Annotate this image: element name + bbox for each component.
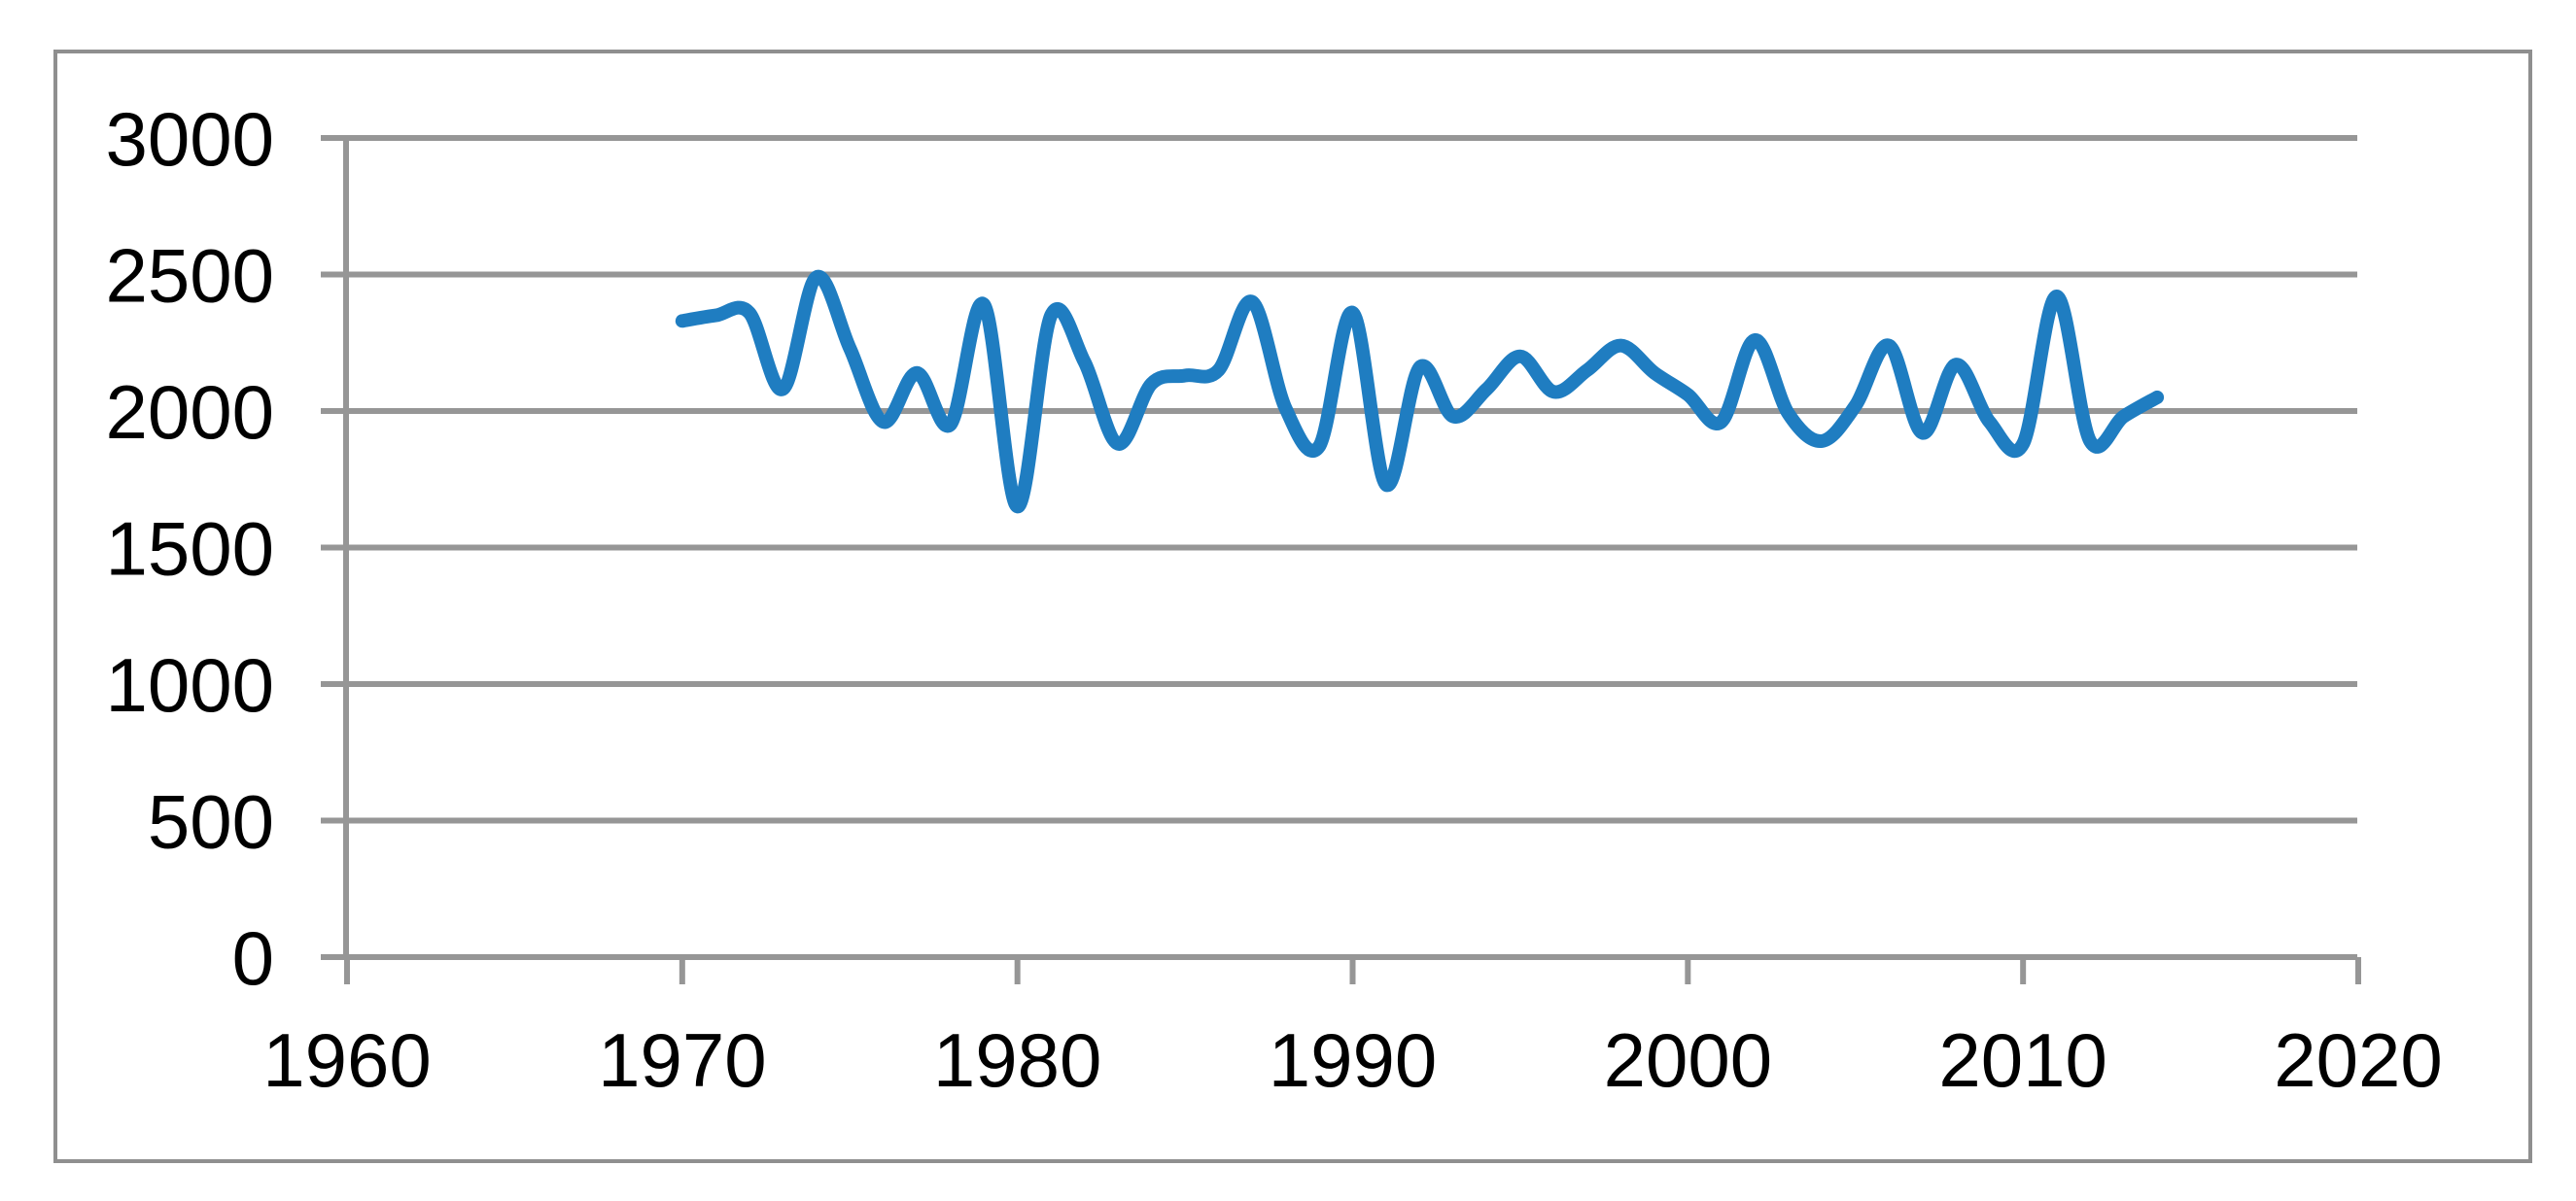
y-tick-label: 2000	[105, 369, 274, 455]
y-tick-label: 0	[232, 915, 274, 1001]
x-tick-label: 1970	[598, 1017, 767, 1103]
y-tick-label: 500	[148, 779, 274, 865]
y-tick-label: 1500	[105, 506, 274, 592]
y-tick-label: 1000	[105, 642, 274, 728]
data-series-line	[675, 269, 2165, 514]
y-tick-label: 2500	[105, 233, 274, 319]
x-tick-label: 1990	[1269, 1017, 1438, 1103]
x-tick-label: 1960	[262, 1017, 432, 1103]
x-tick-label: 2010	[1938, 1017, 2107, 1103]
y-tick-label: 3000	[105, 96, 274, 182]
x-tick-label: 2000	[1604, 1017, 1773, 1103]
x-tick-label: 2020	[2274, 1017, 2443, 1103]
chart-outer-border	[53, 50, 2532, 1163]
x-tick-label: 1980	[933, 1017, 1102, 1103]
